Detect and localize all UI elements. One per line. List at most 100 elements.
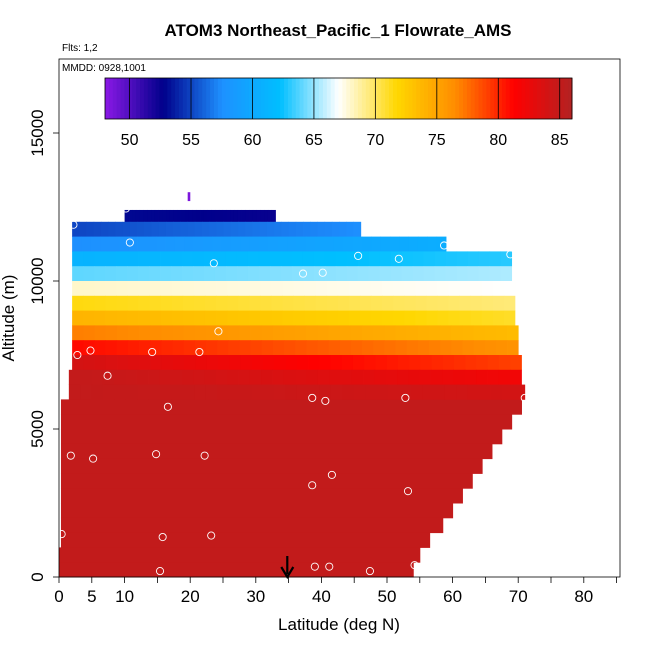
observation-point bbox=[66, 451, 75, 460]
altitude-band-cell bbox=[437, 281, 449, 297]
altitude-band-cell bbox=[404, 281, 416, 297]
altitude-band-cell bbox=[218, 209, 224, 223]
altitude-band-cell bbox=[117, 355, 129, 371]
altitude-band-cell bbox=[217, 340, 229, 356]
altitude-band-cell bbox=[193, 236, 204, 252]
altitude-band-cell bbox=[282, 281, 294, 297]
altitude-band-cell bbox=[371, 281, 383, 297]
observation-point bbox=[327, 470, 336, 479]
altitude-band-cell bbox=[136, 369, 149, 385]
colorbar-swatch bbox=[202, 78, 207, 119]
altitude-band-cell bbox=[173, 209, 178, 223]
altitude-band-cell bbox=[238, 369, 251, 385]
colorbar-swatch bbox=[287, 78, 293, 119]
altitude-band-cell bbox=[138, 266, 150, 282]
altitude-band-cell bbox=[291, 251, 304, 267]
colorbar-swatch bbox=[470, 78, 476, 119]
altitude-band-cell bbox=[68, 369, 81, 385]
altitude-band-cell bbox=[259, 236, 269, 252]
altitude-band-cell bbox=[433, 384, 446, 400]
altitude-band-cell bbox=[137, 236, 148, 252]
altitude-band-cell bbox=[249, 236, 260, 252]
altitude-band-cell bbox=[139, 209, 144, 223]
altitude-band-cell bbox=[484, 325, 497, 341]
observation-point bbox=[158, 532, 167, 542]
altitude-band-cell bbox=[399, 236, 410, 252]
altitude-band-cell bbox=[147, 209, 152, 223]
altitude-band-cell bbox=[229, 355, 242, 371]
altitude-band-cell bbox=[160, 295, 173, 311]
altitude-band-cell bbox=[295, 325, 307, 341]
altitude-band-cell bbox=[72, 325, 84, 341]
altitude-band-cell bbox=[148, 369, 160, 385]
observation-point bbox=[69, 220, 78, 229]
altitude-band-cell bbox=[260, 310, 272, 326]
colorbar-swatch bbox=[435, 78, 441, 119]
colorbar-swatch bbox=[498, 78, 503, 119]
altitude-band-cell bbox=[371, 310, 383, 326]
altitude-band-cell bbox=[127, 310, 139, 326]
observation-point bbox=[125, 238, 134, 247]
altitude-band-cell bbox=[205, 325, 218, 341]
colorbar-swatch bbox=[194, 78, 199, 119]
altitude-band-cell bbox=[271, 295, 283, 311]
altitude-band-cell bbox=[227, 369, 239, 385]
altitude-band-cell bbox=[296, 355, 309, 371]
lower-region-cell bbox=[60, 473, 473, 489]
altitude-band-cell bbox=[149, 266, 161, 282]
altitude-band-cell bbox=[109, 236, 120, 252]
colorbar-swatch bbox=[182, 78, 188, 119]
altitude-band-cell bbox=[409, 355, 421, 371]
altitude-band-cell bbox=[150, 355, 163, 371]
altitude-band-cell bbox=[137, 221, 145, 237]
altitude-band-cell bbox=[105, 281, 117, 297]
colorbar-swatch bbox=[404, 78, 410, 119]
altitude-band-cell bbox=[399, 384, 412, 400]
altitude-band-cell bbox=[501, 384, 514, 400]
altitude-band-cell bbox=[217, 384, 229, 400]
altitude-band-cell bbox=[459, 310, 472, 326]
altitude-band-cell bbox=[507, 340, 519, 356]
altitude-band-cell bbox=[284, 340, 296, 356]
altitude-band-cell bbox=[245, 209, 250, 223]
altitude-band-cell bbox=[359, 295, 372, 311]
colorbar-swatch bbox=[544, 78, 550, 119]
altitude-band-cell bbox=[143, 209, 148, 223]
altitude-band-cell bbox=[196, 209, 201, 223]
altitude-band-cell bbox=[428, 325, 441, 341]
colorbar-swatch bbox=[112, 78, 118, 119]
altitude-band-cell bbox=[182, 369, 194, 385]
colorbar-swatch bbox=[443, 78, 448, 119]
altitude-band-cell bbox=[116, 340, 129, 356]
colorbar-swatch bbox=[428, 78, 433, 119]
altitude-band-cell bbox=[384, 340, 396, 356]
altitude-band-cell bbox=[315, 310, 328, 326]
altitude-band-cell bbox=[172, 325, 185, 341]
altitude-band-cell bbox=[467, 251, 480, 267]
altitude-band-cell bbox=[227, 310, 239, 326]
y-axis-label: Altitude (m) bbox=[0, 275, 18, 362]
altitude-band-cell bbox=[171, 295, 184, 311]
altitude-band-cell bbox=[456, 266, 469, 282]
altitude-band-cell bbox=[209, 221, 217, 237]
altitude-band-cell bbox=[393, 310, 405, 326]
colorbar-swatch bbox=[330, 78, 336, 119]
x-tick-label: 0 bbox=[54, 587, 63, 606]
colorbar-swatch bbox=[108, 78, 114, 119]
altitude-band-cell bbox=[305, 236, 316, 252]
observation-point bbox=[163, 402, 172, 411]
altitude-band-cell bbox=[72, 236, 82, 252]
colorbar-swatch bbox=[147, 78, 153, 119]
colorbar-swatch bbox=[396, 78, 402, 119]
altitude-band-cell bbox=[363, 369, 375, 385]
altitude-band-cell bbox=[430, 369, 443, 385]
colorbar-tick-label: 80 bbox=[489, 132, 507, 149]
altitude-band-cell bbox=[260, 281, 272, 297]
altitude-band-cell bbox=[171, 266, 183, 282]
altitude-band-cell bbox=[280, 266, 293, 282]
altitude-band-cell bbox=[105, 355, 118, 371]
altitude-band-cell bbox=[464, 369, 477, 385]
colorbar-tick-label: 60 bbox=[244, 132, 262, 149]
altitude-band-cell bbox=[228, 384, 241, 400]
altitude-band-cell bbox=[302, 266, 315, 282]
